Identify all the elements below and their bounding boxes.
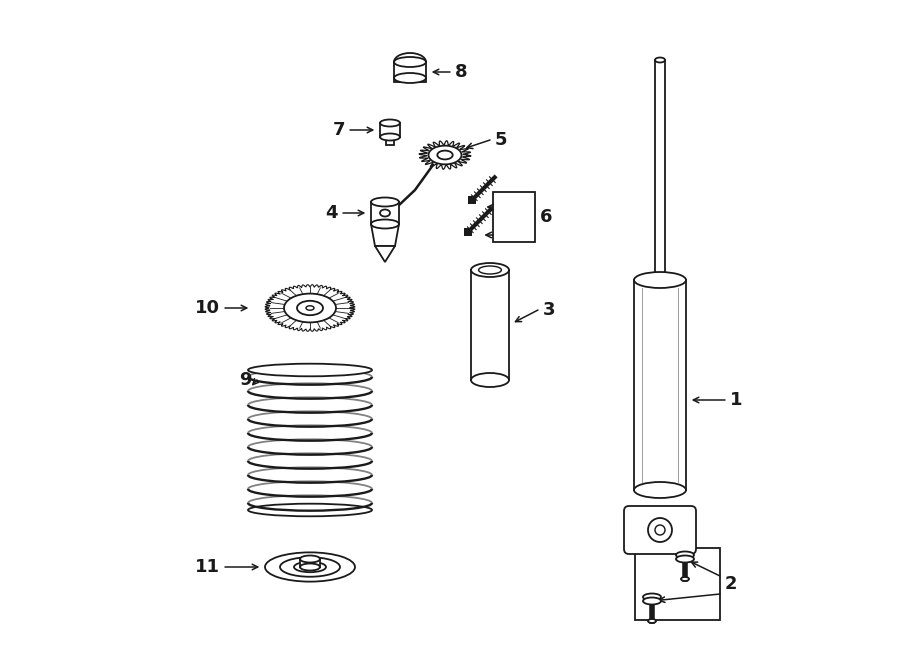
Text: 11: 11: [195, 558, 220, 576]
Bar: [468, 196, 476, 204]
Bar: [380, 123, 400, 137]
Ellipse shape: [643, 598, 661, 604]
Ellipse shape: [634, 272, 686, 288]
Ellipse shape: [648, 619, 656, 623]
Bar: [634, 280, 686, 490]
Ellipse shape: [300, 563, 320, 571]
Text: 2: 2: [725, 575, 737, 593]
Bar: [394, 62, 426, 82]
Ellipse shape: [479, 266, 501, 274]
Bar: [655, 60, 665, 280]
Ellipse shape: [300, 555, 320, 563]
Ellipse shape: [371, 197, 399, 207]
Ellipse shape: [380, 120, 400, 126]
Text: 1: 1: [730, 391, 742, 409]
Ellipse shape: [294, 562, 326, 572]
Bar: [493, 192, 535, 242]
Bar: [371, 202, 399, 224]
Ellipse shape: [380, 134, 400, 140]
Ellipse shape: [437, 150, 453, 160]
Polygon shape: [266, 285, 355, 332]
Ellipse shape: [681, 577, 689, 581]
Polygon shape: [375, 246, 395, 262]
Bar: [386, 137, 394, 145]
Circle shape: [648, 518, 672, 542]
Bar: [635, 548, 720, 620]
Ellipse shape: [634, 482, 686, 498]
Ellipse shape: [676, 551, 694, 559]
Text: 9: 9: [239, 371, 252, 389]
Ellipse shape: [371, 220, 399, 228]
Text: 10: 10: [195, 299, 220, 317]
Ellipse shape: [655, 58, 665, 62]
Polygon shape: [371, 224, 399, 246]
Bar: [300, 559, 320, 567]
Ellipse shape: [297, 301, 323, 315]
Ellipse shape: [380, 209, 390, 216]
Polygon shape: [419, 141, 471, 169]
Text: 5: 5: [495, 131, 508, 149]
Ellipse shape: [394, 57, 426, 67]
Text: 6: 6: [540, 208, 553, 226]
Ellipse shape: [248, 363, 372, 376]
Text: 4: 4: [326, 204, 338, 222]
Bar: [464, 228, 472, 236]
Ellipse shape: [280, 557, 340, 577]
Ellipse shape: [306, 306, 314, 310]
Text: 8: 8: [455, 63, 468, 81]
Ellipse shape: [394, 73, 426, 83]
Ellipse shape: [284, 294, 336, 322]
Ellipse shape: [428, 146, 462, 164]
Ellipse shape: [643, 594, 661, 600]
Ellipse shape: [471, 263, 509, 277]
Ellipse shape: [265, 552, 355, 582]
Circle shape: [655, 525, 665, 535]
Text: 7: 7: [332, 121, 345, 139]
Ellipse shape: [471, 373, 509, 387]
FancyBboxPatch shape: [624, 506, 696, 554]
Text: 3: 3: [543, 301, 555, 319]
Ellipse shape: [676, 555, 694, 563]
Ellipse shape: [248, 504, 372, 516]
